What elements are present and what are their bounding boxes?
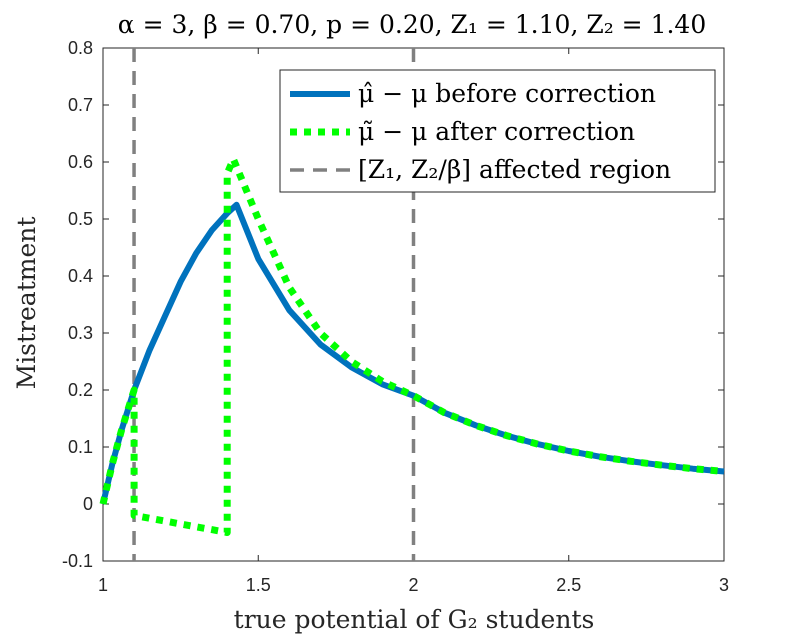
y-tick-label: 0.3 bbox=[68, 323, 93, 343]
legend-label: [Z₁, Z₂/β] affected region bbox=[358, 155, 671, 184]
x-tick-label: 2.5 bbox=[556, 575, 581, 595]
x-axis-label: true potential of G₂ students bbox=[234, 605, 595, 634]
x-tick-label: 1.5 bbox=[246, 575, 271, 595]
y-tick-label: 0.2 bbox=[68, 380, 93, 400]
y-tick-label: 0.7 bbox=[68, 95, 93, 115]
legend: μ̂ − μ before correction μ̃ − μ after cor… bbox=[279, 69, 716, 193]
legend-label: μ̂ − μ before correction bbox=[358, 79, 656, 108]
legend-label: μ̃ − μ after correction bbox=[358, 117, 635, 146]
y-tick-label: 0.6 bbox=[68, 152, 93, 172]
y-tick-label: 0.8 bbox=[68, 38, 93, 58]
y-tick-label: 0.5 bbox=[68, 209, 93, 229]
series-group bbox=[99, 155, 725, 536]
y-tick-label: 0 bbox=[83, 494, 93, 514]
tick-labels: 1 1.5 2 2.5 3 -0.1 0 0.1 0.2 0.3 0.4 0.5 0.6 0.7 0.8 bbox=[62, 38, 729, 595]
x-tick-label: 1 bbox=[98, 575, 108, 595]
y-axis-label: Mistreatment bbox=[12, 217, 41, 390]
y-tick-label: -0.1 bbox=[62, 551, 93, 571]
y-tick-label: 0.4 bbox=[68, 266, 93, 286]
y-tick-label: 0.1 bbox=[68, 437, 93, 457]
legend-box bbox=[279, 69, 716, 193]
x-tick-label: 2 bbox=[408, 575, 418, 595]
vertical-lines bbox=[132, 48, 416, 561]
chart-title: α = 3, β = 0.70, p = 0.20, Z₁ = 1.10, Z₂… bbox=[118, 10, 706, 39]
x-tick-label: 3 bbox=[719, 575, 729, 595]
series-after-correction bbox=[99, 155, 725, 536]
